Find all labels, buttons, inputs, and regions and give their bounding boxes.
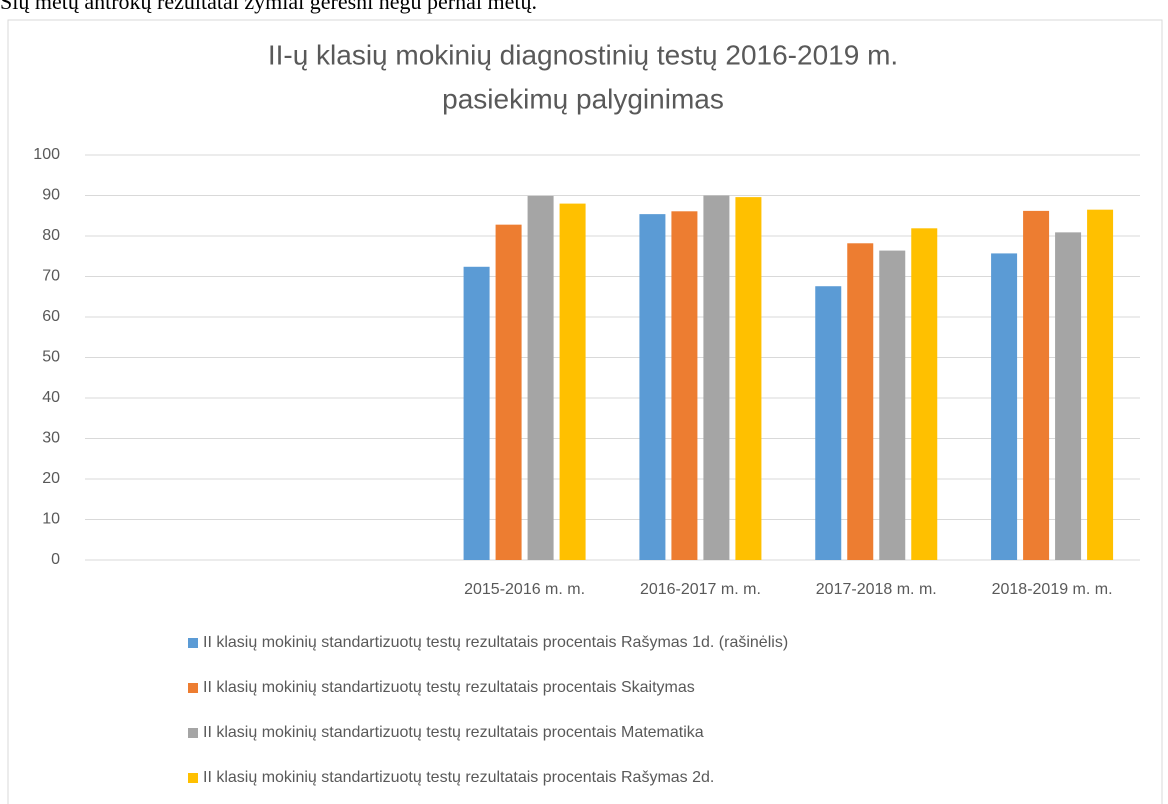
legend-swatch bbox=[188, 728, 198, 738]
bar bbox=[639, 214, 666, 560]
y-tick-label: 90 bbox=[42, 187, 60, 204]
x-tick-label: 2016-2017 m. m. bbox=[640, 581, 761, 598]
x-tick-label: 2018-2019 m. m. bbox=[992, 581, 1113, 598]
bar bbox=[991, 253, 1018, 561]
y-tick-label: 10 bbox=[42, 511, 60, 528]
chart-title: II-ų klasių mokinių diagnostinių testų 2… bbox=[268, 39, 898, 70]
bar bbox=[847, 243, 874, 561]
bar bbox=[703, 195, 730, 560]
bar bbox=[1087, 209, 1114, 561]
legend-swatch bbox=[188, 638, 198, 648]
bar bbox=[495, 224, 522, 560]
bar bbox=[911, 228, 938, 560]
bar bbox=[527, 195, 554, 560]
y-tick-label: 20 bbox=[42, 470, 60, 487]
y-tick-label: 80 bbox=[42, 227, 60, 244]
legend-swatch bbox=[188, 773, 198, 783]
y-tick-label: 60 bbox=[42, 308, 60, 325]
bar bbox=[1023, 210, 1050, 560]
legend-label: II klasių mokinių standartizuotų testų r… bbox=[203, 724, 704, 741]
bar bbox=[735, 197, 762, 560]
bar bbox=[1055, 232, 1082, 561]
y-tick-label: 100 bbox=[33, 146, 60, 163]
y-tick-label: 50 bbox=[42, 349, 60, 366]
legend-label: II klasių mokinių standartizuotų testų r… bbox=[203, 769, 714, 786]
bar bbox=[671, 211, 698, 561]
x-tick-label: 2015-2016 m. m. bbox=[464, 581, 585, 598]
intro-text: Šių metų antrokų rezultatai žymiai geres… bbox=[0, 0, 537, 14]
bar bbox=[815, 286, 842, 560]
legend-swatch bbox=[188, 683, 198, 693]
bar bbox=[463, 266, 490, 560]
bar bbox=[559, 203, 586, 560]
legend-label: II klasių mokinių standartizuotų testų r… bbox=[203, 679, 695, 696]
x-tick-label: 2017-2018 m. m. bbox=[816, 581, 937, 598]
y-tick-label: 40 bbox=[42, 389, 60, 406]
chart-title: pasiekimų palyginimas bbox=[442, 83, 724, 114]
bar bbox=[879, 250, 906, 560]
legend-label: II klasių mokinių standartizuotų testų r… bbox=[203, 634, 788, 651]
y-tick-label: 30 bbox=[42, 430, 60, 447]
y-tick-label: 70 bbox=[42, 268, 60, 285]
y-tick-label: 0 bbox=[51, 551, 60, 568]
